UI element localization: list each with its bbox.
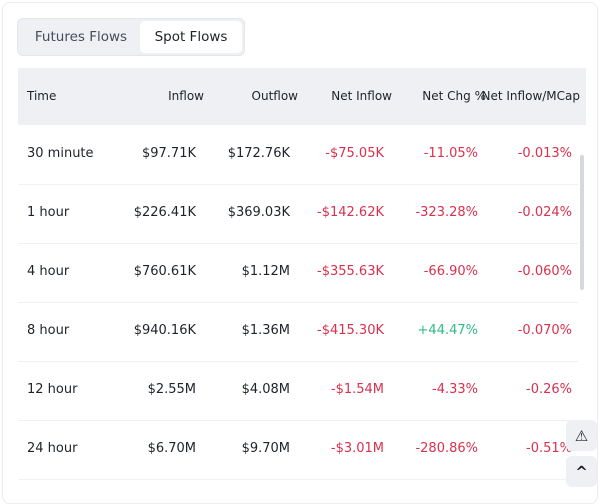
table-body: 30 minute $97.71K $172.76K -$75.05K -11.05% -… (18, 125, 586, 496)
cell-net: -$142.62K (317, 205, 384, 220)
cell-mcap: -0.51% (526, 441, 572, 456)
table-row: 1 hour $226.41K $369.03K -$142.62K -323.28% -… (18, 184, 578, 244)
cell-net: -$1.54M (330, 382, 384, 397)
alert-badge-icon: ⚠ (574, 426, 589, 445)
table-row: 12 hour $2.55M $4.08M -$1.54M -4.33% -0.26% (18, 361, 578, 421)
cell-inflow: $97.71K (141, 146, 196, 161)
flow-type-tabs: Futures Flows Spot Flows (17, 18, 245, 56)
col-net-inflow: Net Inflow (331, 89, 392, 103)
table-row: 8 hour $940.16K $1.36M -$415.30K +44.47% -0.0… (18, 302, 578, 362)
cell-time: 30 minute (27, 146, 94, 161)
feedback-button[interactable]: ⚠ (566, 420, 597, 451)
cell-inflow: $2.55M (147, 382, 196, 397)
cell-time: 1 hour (27, 205, 70, 220)
cell-net: -$355.63K (317, 264, 384, 279)
cell-mcap: -0.26% (526, 382, 572, 397)
cell-outflow: $9.70M (241, 441, 290, 456)
cell-outflow: $4.08M (241, 382, 290, 397)
cell-net: -$75.05K (325, 146, 384, 161)
cell-inflow: $940.16K (133, 323, 196, 338)
cell-chg: -66.90% (423, 264, 478, 279)
scrollbar[interactable] (580, 155, 584, 290)
table-row: 4 hour $760.61K $1.12M -$355.63K -66.90% -0.0… (18, 243, 578, 303)
cell-inflow: $6.70M (147, 441, 196, 456)
cell-chg: -4.33% (432, 382, 478, 397)
table-row: 30 minute $97.71K $172.76K -$75.05K -11.05% -… (18, 125, 578, 185)
cell-time: 24 hour (27, 441, 78, 456)
cell-outflow: $172.76K (227, 146, 290, 161)
cell-time: 12 hour (27, 382, 78, 397)
back-to-top-button[interactable]: ^ (566, 456, 597, 487)
cell-inflow: $760.61K (133, 264, 196, 279)
cell-net: -$415.30K (317, 323, 384, 338)
cell-mcap: -0.024% (517, 205, 572, 220)
cell-outflow: $369.03K (227, 205, 290, 220)
cell-mcap: -0.013% (517, 146, 572, 161)
cell-mcap: -0.060% (517, 264, 572, 279)
cell-outflow: $1.36M (241, 323, 290, 338)
cell-chg: +44.47% (417, 323, 478, 338)
chevron-up-icon: ^ (575, 462, 588, 481)
cell-chg: -280.86% (415, 441, 478, 456)
cell-inflow: $226.41K (133, 205, 196, 220)
cell-net: -$3.01M (330, 441, 384, 456)
table-header: Time Inflow Outflow Net Inflow Net Chg %… (18, 68, 586, 125)
cell-chg: -323.28% (415, 205, 478, 220)
cell-time: 8 hour (27, 323, 70, 338)
col-net-inflow-mcap: Net Inflow/MCap (481, 89, 580, 103)
cell-outflow: $1.12M (241, 264, 290, 279)
cell-time: 4 hour (27, 264, 70, 279)
cell-mcap: -0.070% (517, 323, 572, 338)
tab-futures-flows[interactable]: Futures Flows (34, 29, 128, 45)
table-row: 24 hour $6.70M $9.70M -$3.01M -280.86% -0.51% (18, 420, 578, 480)
col-inflow: Inflow (168, 89, 204, 103)
tab-spot-flows[interactable]: Spot Flows (140, 21, 242, 53)
col-time: Time (27, 89, 57, 103)
col-net-chg: Net Chg % (422, 89, 486, 103)
col-outflow: Outflow (251, 89, 298, 103)
cell-chg: -11.05% (423, 146, 478, 161)
